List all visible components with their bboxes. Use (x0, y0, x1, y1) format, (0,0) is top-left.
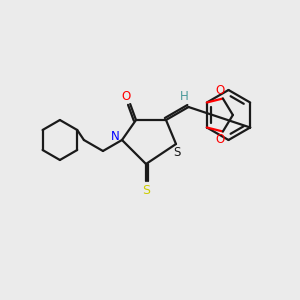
Text: H: H (180, 89, 189, 103)
Text: N: N (111, 130, 119, 142)
Text: O: O (215, 133, 224, 146)
Text: O: O (215, 84, 224, 97)
Text: O: O (122, 89, 131, 103)
Text: S: S (173, 146, 181, 158)
Text: S: S (142, 184, 150, 196)
